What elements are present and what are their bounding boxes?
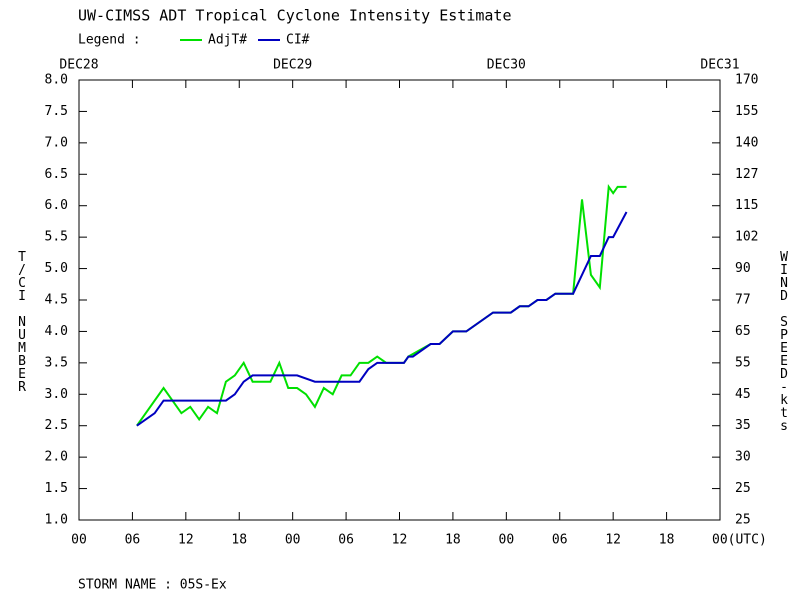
legend-label: AdjT# — [208, 33, 247, 48]
x-tick-label: 00(UTC) — [712, 533, 767, 548]
x-tick-label: 12 — [178, 533, 194, 548]
x-tick-label: 18 — [231, 533, 247, 548]
y2-tick-label: 155 — [735, 104, 758, 119]
y-axis-label: T/CI NUMBER — [15, 250, 30, 393]
x-tick-label: 18 — [445, 533, 461, 548]
y2-tick-label: 45 — [735, 387, 751, 402]
x-tick-label: 12 — [392, 533, 408, 548]
y-tick-label: 1.5 — [45, 481, 68, 496]
x-tick-label: 00 — [285, 533, 301, 548]
y2-tick-label: 30 — [735, 450, 751, 465]
x-tick-label: 06 — [338, 533, 354, 548]
y-tick-label: 6.0 — [45, 198, 68, 213]
y2-tick-label: 25 — [735, 513, 751, 528]
y-tick-label: 3.5 — [45, 355, 68, 370]
y-tick-label: 8.0 — [45, 73, 68, 88]
date-label: DEC28 — [59, 58, 98, 73]
y-tick-label: 4.5 — [45, 293, 68, 308]
series-line — [136, 211, 628, 427]
legend-label: CI# — [286, 33, 310, 48]
y-tick-label: 4.0 — [45, 324, 68, 339]
x-tick-label: 18 — [659, 533, 675, 548]
y2-tick-label: 170 — [735, 73, 758, 88]
date-label: DEC29 — [273, 58, 312, 73]
x-tick-label: 06 — [125, 533, 141, 548]
y-tick-label: 5.5 — [45, 230, 68, 245]
chart-title: UW-CIMSS ADT Tropical Cyclone Intensity … — [78, 7, 511, 25]
y-tick-label: 7.0 — [45, 135, 68, 150]
series-line — [136, 184, 627, 427]
y-tick-label: 6.5 — [45, 167, 68, 182]
y2-tick-label: 55 — [735, 355, 751, 370]
y2-tick-label: 77 — [735, 293, 751, 308]
y-tick-label: 3.0 — [45, 387, 68, 402]
storm-name: STORM NAME : 05S-Ex — [78, 578, 227, 593]
y-tick-label: 1.0 — [45, 513, 68, 528]
date-label: DEC31 — [700, 58, 739, 73]
y-tick-label: 2.0 — [45, 450, 68, 465]
y2-tick-label: 102 — [735, 230, 758, 245]
y2-tick-label: 25 — [735, 481, 751, 496]
x-tick-label: 00 — [499, 533, 515, 548]
x-tick-label: 00 — [71, 533, 87, 548]
date-label: DEC30 — [487, 58, 526, 73]
y-tick-label: 7.5 — [45, 104, 68, 119]
y2-tick-label: 90 — [735, 261, 751, 276]
legend-label: Legend : — [78, 33, 141, 48]
y2-tick-label: 35 — [735, 418, 751, 433]
y2-tick-label: 127 — [735, 167, 758, 182]
y-tick-label: 2.5 — [45, 418, 68, 433]
x-tick-label: 12 — [605, 533, 621, 548]
y2-axis-label: WIND SPEED-kts — [777, 250, 792, 432]
y-tick-label: 5.0 — [45, 261, 68, 276]
y2-tick-label: 65 — [735, 324, 751, 339]
plot-frame — [78, 79, 721, 521]
y2-tick-label: 140 — [735, 135, 758, 150]
y2-tick-label: 115 — [735, 198, 758, 213]
x-tick-label: 06 — [552, 533, 568, 548]
